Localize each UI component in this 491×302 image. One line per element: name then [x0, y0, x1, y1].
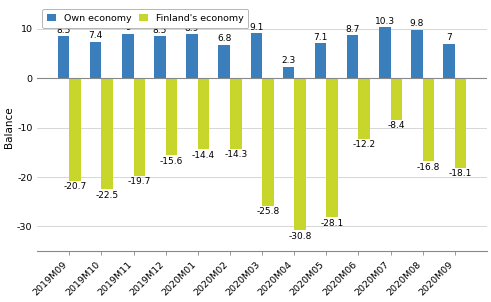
Bar: [90, 42, 102, 78]
Bar: [283, 67, 294, 78]
Text: 7.4: 7.4: [88, 31, 103, 40]
Bar: [379, 27, 390, 78]
Text: -18.1: -18.1: [449, 169, 472, 178]
Text: 9.1: 9.1: [249, 23, 264, 32]
Bar: [154, 36, 165, 78]
Bar: [423, 78, 434, 161]
Text: -16.8: -16.8: [417, 163, 440, 172]
Bar: [250, 33, 262, 78]
Legend: Own economy, Finland's economy: Own economy, Finland's economy: [42, 9, 248, 27]
Bar: [198, 78, 209, 149]
Bar: [122, 34, 134, 78]
Bar: [390, 78, 402, 120]
Bar: [102, 78, 113, 189]
Bar: [315, 43, 327, 78]
Text: 7: 7: [446, 33, 452, 42]
Bar: [347, 35, 358, 78]
Bar: [134, 78, 145, 175]
Bar: [218, 45, 230, 78]
Bar: [411, 30, 423, 78]
Text: 6.8: 6.8: [217, 34, 231, 43]
Text: -28.1: -28.1: [321, 219, 344, 227]
Bar: [455, 78, 466, 168]
Bar: [443, 44, 455, 78]
Text: -25.8: -25.8: [256, 207, 279, 216]
Bar: [58, 36, 69, 78]
Text: 2.3: 2.3: [281, 56, 296, 66]
Text: -15.6: -15.6: [160, 157, 183, 166]
Bar: [358, 78, 370, 139]
Text: -14.4: -14.4: [192, 151, 215, 160]
Bar: [165, 78, 177, 155]
Bar: [69, 78, 81, 181]
Text: 8.9: 8.9: [185, 24, 199, 33]
Text: -22.5: -22.5: [96, 191, 119, 200]
Text: 8.5: 8.5: [153, 26, 167, 35]
Text: 10.3: 10.3: [375, 17, 395, 26]
Bar: [294, 78, 306, 230]
Text: -12.2: -12.2: [353, 140, 376, 149]
Text: -14.3: -14.3: [224, 150, 247, 159]
Bar: [327, 78, 338, 217]
Text: -30.8: -30.8: [288, 232, 312, 241]
Bar: [230, 78, 242, 149]
Text: 8.5: 8.5: [56, 26, 71, 35]
Text: 9.8: 9.8: [409, 19, 424, 28]
Bar: [262, 78, 273, 206]
Text: -19.7: -19.7: [128, 177, 151, 186]
Y-axis label: Balance: Balance: [4, 107, 14, 149]
Text: 8.7: 8.7: [346, 25, 360, 34]
Bar: [186, 34, 198, 78]
Text: -20.7: -20.7: [63, 182, 87, 191]
Text: 7.1: 7.1: [313, 33, 327, 42]
Text: -8.4: -8.4: [387, 121, 405, 130]
Text: 9: 9: [125, 23, 131, 32]
